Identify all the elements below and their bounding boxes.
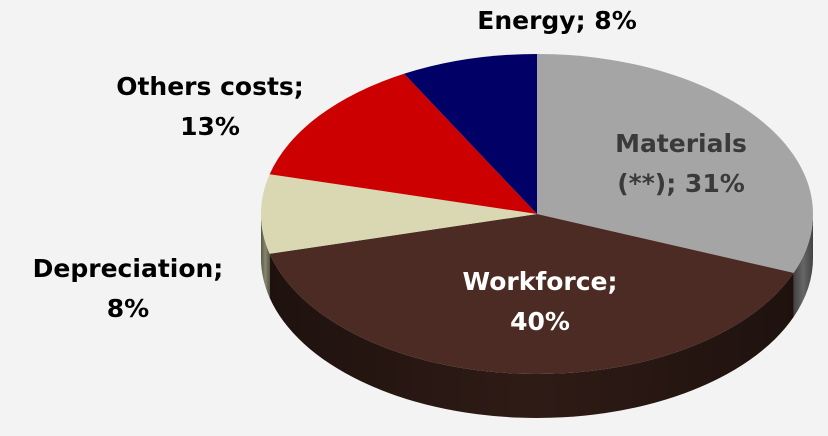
slice xyxy=(404,54,537,214)
slice xyxy=(261,174,537,254)
data-label: Others costs; 13% xyxy=(116,72,304,141)
data-label: Depreciation; 8% xyxy=(33,254,224,323)
slice xyxy=(537,54,813,273)
slice xyxy=(269,73,537,215)
slice xyxy=(269,214,794,374)
slice-side-shade xyxy=(269,253,794,419)
data-label: Energy; 8% xyxy=(477,6,637,35)
data-label: Materials (**); 31% xyxy=(615,129,747,198)
slice-side-shade xyxy=(261,214,270,298)
data-label: Workforce; 40% xyxy=(463,267,618,336)
slice-side-shade xyxy=(793,214,813,317)
